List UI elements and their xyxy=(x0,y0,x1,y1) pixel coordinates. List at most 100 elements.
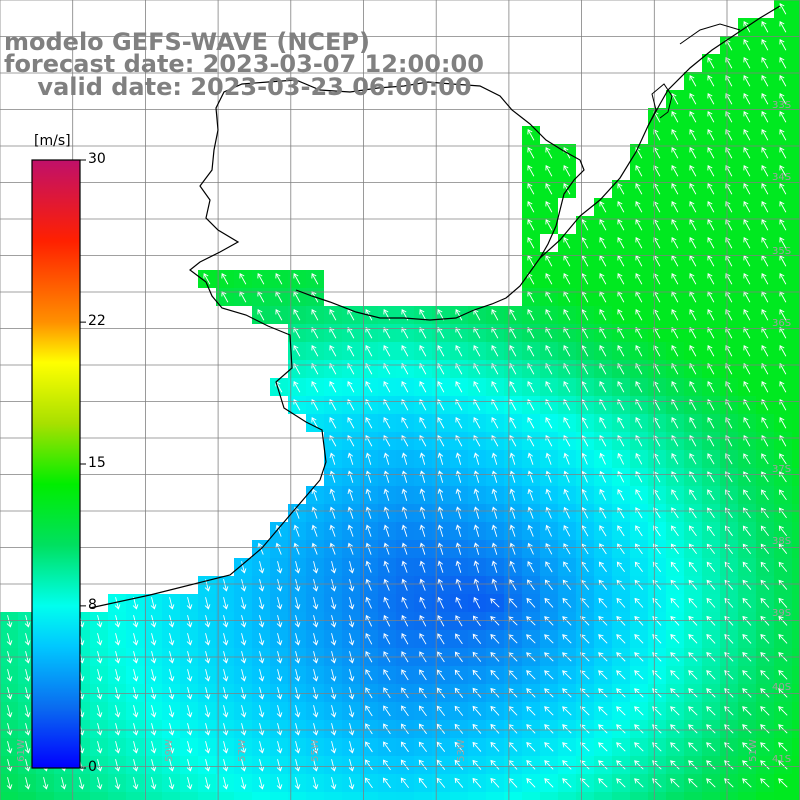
wind-arrow xyxy=(186,777,193,790)
wind-arrow xyxy=(689,74,697,87)
wind-arrow xyxy=(347,506,354,519)
wind-arrow xyxy=(401,578,408,591)
wind-arrow xyxy=(401,434,409,447)
wind-arrow xyxy=(150,759,157,772)
wind-arrow xyxy=(419,380,427,393)
wind-arrow xyxy=(778,688,788,698)
wind-arrow xyxy=(454,777,464,788)
wind-arrow xyxy=(509,344,517,357)
wind-arrow xyxy=(24,741,31,754)
wind-arrow xyxy=(240,759,247,772)
wind-arrow xyxy=(689,326,697,339)
field-cell xyxy=(792,504,800,522)
wind-arrow xyxy=(491,578,498,591)
wind-arrow xyxy=(329,326,337,339)
field-cell xyxy=(792,54,800,72)
wind-arrow xyxy=(778,724,788,734)
wind-arrow xyxy=(509,560,516,573)
wind-arrow xyxy=(724,633,734,644)
wind-arrow xyxy=(294,687,301,700)
field-cell xyxy=(216,792,234,800)
wind-arrow xyxy=(168,705,175,718)
wind-arrow xyxy=(293,524,300,537)
wind-arrow xyxy=(6,723,13,736)
wind-arrow xyxy=(779,236,787,249)
longitude-label: 57W xyxy=(236,739,248,762)
wind-arrow xyxy=(383,741,391,753)
longitude-label: 53W xyxy=(455,739,467,762)
wind-arrow xyxy=(761,110,769,123)
wind-arrow xyxy=(383,488,390,501)
field-cell xyxy=(126,792,144,800)
wind-arrow xyxy=(419,488,426,501)
wind-arrow xyxy=(761,344,769,357)
wind-arrow xyxy=(383,669,391,681)
wind-arrow xyxy=(526,670,536,680)
field-cell xyxy=(252,792,270,800)
wind-arrow xyxy=(761,128,769,141)
field-cell xyxy=(792,126,800,144)
wind-arrow xyxy=(634,688,644,698)
field-cell xyxy=(0,792,18,800)
wind-arrow xyxy=(258,633,265,646)
wind-arrow xyxy=(526,742,536,752)
wind-arrow xyxy=(311,506,318,519)
wind-arrow xyxy=(222,759,229,772)
wind-arrow xyxy=(779,326,787,339)
wind-arrow xyxy=(706,670,716,680)
wind-arrow xyxy=(472,687,482,698)
wind-arrow xyxy=(312,597,319,610)
wind-arrow xyxy=(348,759,355,772)
wind-arrow xyxy=(329,380,337,393)
wind-arrow xyxy=(761,236,769,249)
wind-arrow xyxy=(293,272,301,285)
wind-arrow xyxy=(760,670,770,680)
wind-arrow xyxy=(761,380,769,393)
wind-arrow xyxy=(96,633,103,646)
wind-arrow xyxy=(6,669,13,682)
wind-arrow xyxy=(329,308,337,321)
wind-arrow xyxy=(724,688,734,698)
wind-arrow xyxy=(455,542,462,555)
wind-arrow xyxy=(634,561,644,573)
wind-arrow xyxy=(472,759,482,770)
wind-arrow xyxy=(599,344,607,357)
wind-arrow xyxy=(311,416,319,429)
field-cell xyxy=(792,180,800,198)
field-cell xyxy=(342,792,360,800)
wind-arrow xyxy=(526,706,536,716)
wind-arrow xyxy=(203,272,211,285)
wind-arrow xyxy=(473,560,480,573)
wind-arrow xyxy=(689,164,697,177)
wind-arrow xyxy=(114,777,121,790)
wind-arrow xyxy=(168,615,175,628)
wind-arrow xyxy=(527,488,534,501)
colorbar-graphic xyxy=(31,159,86,769)
wind-arrow xyxy=(275,308,283,321)
wind-arrow xyxy=(544,760,554,770)
wind-arrow xyxy=(598,670,608,680)
field-cell xyxy=(792,666,800,684)
wind-arrow xyxy=(527,182,535,195)
wind-arrow xyxy=(186,723,193,736)
wind-arrow xyxy=(401,542,408,555)
wind-arrow xyxy=(365,542,372,555)
field-cell xyxy=(162,792,180,800)
wind-arrow xyxy=(276,705,283,718)
wind-arrow xyxy=(294,777,301,790)
wind-arrow xyxy=(760,778,770,788)
wind-arrow xyxy=(562,616,572,626)
wind-arrow xyxy=(635,416,643,429)
field-cell xyxy=(792,90,800,108)
wind-arrow xyxy=(616,778,626,788)
wind-arrow xyxy=(6,777,13,790)
field-cell xyxy=(540,792,558,800)
wind-arrow xyxy=(348,633,355,646)
wind-arrow xyxy=(526,634,536,644)
wind-arrow xyxy=(761,56,769,69)
wind-arrow xyxy=(616,724,626,734)
wind-arrow xyxy=(437,434,445,447)
field-cell xyxy=(702,792,720,800)
wind-arrow xyxy=(689,416,697,429)
